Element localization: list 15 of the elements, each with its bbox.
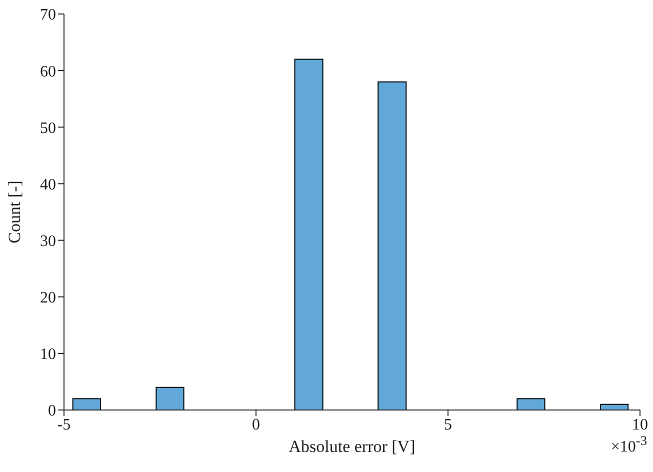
y-tick-label: 10 bbox=[40, 346, 56, 364]
x-tick-label: 10 bbox=[632, 416, 648, 434]
x-tick-label: 5 bbox=[444, 416, 452, 434]
y-tick-label: 0 bbox=[48, 402, 56, 420]
y-tick-label: 30 bbox=[40, 232, 56, 250]
y-tick-label: 40 bbox=[40, 176, 56, 194]
y-tick-label: 50 bbox=[40, 120, 56, 137]
x-tick-label: -5 bbox=[57, 416, 71, 434]
y-tick-label: 60 bbox=[40, 63, 56, 80]
x-tick-label: 0 bbox=[252, 416, 260, 434]
x-axis-title: Absolute error [V] bbox=[288, 437, 416, 456]
y-axis-title: Count [-] bbox=[5, 180, 24, 244]
y-tick-label: 20 bbox=[40, 290, 56, 307]
y-tick-label: 70 bbox=[40, 6, 56, 24]
text: ×10$^{-3}$ bbox=[610, 433, 647, 456]
